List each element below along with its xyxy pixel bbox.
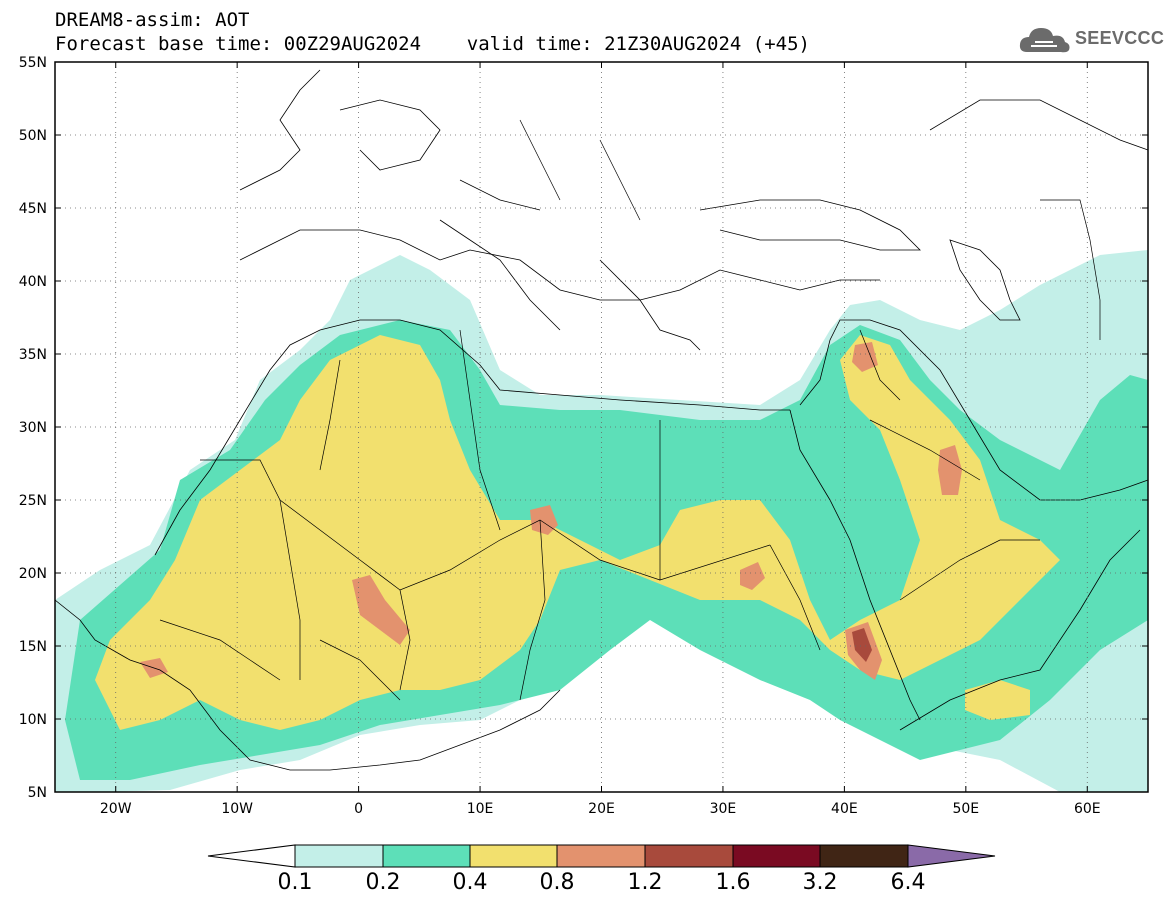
aot-patch-0.8-d [852,342,878,372]
coastlines [55,69,1148,771]
colorbar-label: 1.2 [627,870,663,895]
seevccc-logo: SEEVCCC [1017,22,1164,58]
colorbar-segment [732,844,821,868]
lon-tick-label: 30E [710,801,737,817]
colorbar-label: 0.1 [277,870,313,895]
grid-lines [55,62,1148,792]
lat-tick-label: 15N [19,639,47,655]
aot-patch-0.8-a [352,575,410,645]
colorbar [207,844,996,868]
map-title: DREAM8-assim: AOT [55,9,250,31]
lon-tick-label: 10W [221,801,253,817]
logo-text: SEEVCCC [1075,28,1165,48]
colorbar-high-arrow [907,844,996,868]
colorbar-label: 0.8 [539,870,575,895]
lat-tick-label: 50N [19,128,47,144]
aot-patch-0.8-c [938,445,962,495]
lon-axis: 20W 10W 0 10E 20E 30E 40E 50E 60E [100,62,1101,817]
aot-field [55,250,1148,792]
aot-band-0.4-east [965,680,1030,720]
colorbar-label: 1.6 [715,870,751,895]
colorbar-label: 3.2 [802,870,838,895]
lat-tick-label: 35N [19,347,47,363]
colorbar-segment [382,844,471,868]
lat-tick-label: 25N [19,493,47,509]
colorbar-segment [644,844,734,868]
lon-tick-label: 20W [100,801,132,817]
colorbar-label: 0.2 [365,870,401,895]
forecast-time-line: Forecast base time: 00Z29AUG2024 valid t… [55,33,810,55]
colorbar-segment [556,844,646,868]
lon-tick-label: 40E [831,801,858,817]
cloud-logo-icon [1019,28,1070,53]
colorbar-segment [819,844,909,868]
colorbar-label: 0.4 [452,870,488,895]
lat-tick-label: 5N [28,785,47,801]
lon-tick-label: 0 [354,801,363,817]
lon-tick-label: 60E [1074,801,1101,817]
lat-tick-label: 45N [19,201,47,217]
lat-axis: 55N 50N 45N 40N 35N 30N 25N 20N 15N 10N 5N [19,55,1148,801]
colorbar-segment [294,844,384,868]
colorbar-segment [469,844,558,868]
aot-patch-1.2 [852,628,872,662]
aot-band-0.4 [95,335,1060,730]
lat-tick-label: 10N [19,712,47,728]
lat-tick-label: 30N [19,420,47,436]
lat-tick-label: 20N [19,566,47,582]
lat-tick-label: 55N [19,55,47,71]
aot-patch-0.8-f [740,562,765,590]
country-borders [159,119,1101,701]
lon-tick-label: 20E [588,801,615,817]
colorbar-label: 6.4 [890,870,926,895]
lon-tick-label: 10E [467,801,494,817]
colorbar-low-arrow [207,844,296,868]
lon-tick-label: 50E [952,801,979,817]
lat-tick-label: 40N [19,274,47,290]
